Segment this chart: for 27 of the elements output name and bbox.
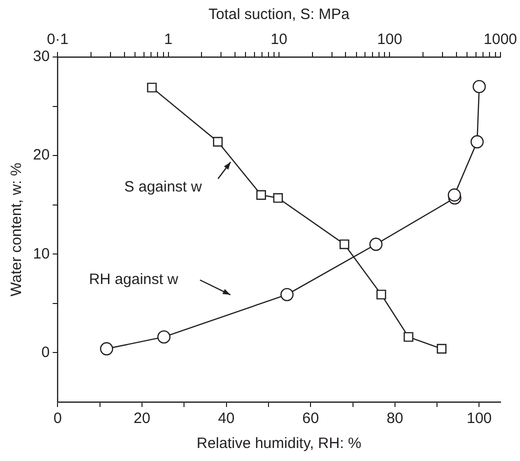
y-axis-title: Water content, w: % (8, 162, 26, 296)
x2-tick-label: 100 (377, 31, 402, 48)
point (448, 188, 461, 202)
y-tick-label: 10 (32, 245, 50, 262)
annotation: S against w (124, 178, 202, 196)
point (280, 288, 294, 302)
x2-axis-title: Total suction, S: MPa (208, 6, 350, 24)
point (100, 342, 114, 356)
x2-tick-label: 1000 (484, 31, 518, 48)
x2-tick-label: 1 (164, 31, 173, 48)
x-tick-label: 20 (134, 410, 150, 428)
x-tick-label: 0 (54, 410, 62, 428)
x-tick-label: 40 (218, 410, 235, 428)
y-tick-label: 0 (41, 344, 50, 361)
x2-tick-label: 10 (270, 31, 288, 48)
point (157, 330, 171, 344)
annotation: RH against w (88, 270, 178, 288)
x2-tick-label: 0·1 (46, 31, 69, 48)
x-tick-label: 60 (302, 410, 319, 428)
point (470, 135, 484, 148)
x-tick-label: 80 (386, 410, 404, 428)
y-tick-label: 30 (32, 48, 50, 66)
point (369, 238, 383, 251)
point (472, 80, 486, 94)
x-axis-title: Relative humidity, RH: % (196, 435, 362, 452)
x-tick-label: 100 (466, 410, 492, 428)
y-tick-label: 20 (32, 146, 50, 164)
